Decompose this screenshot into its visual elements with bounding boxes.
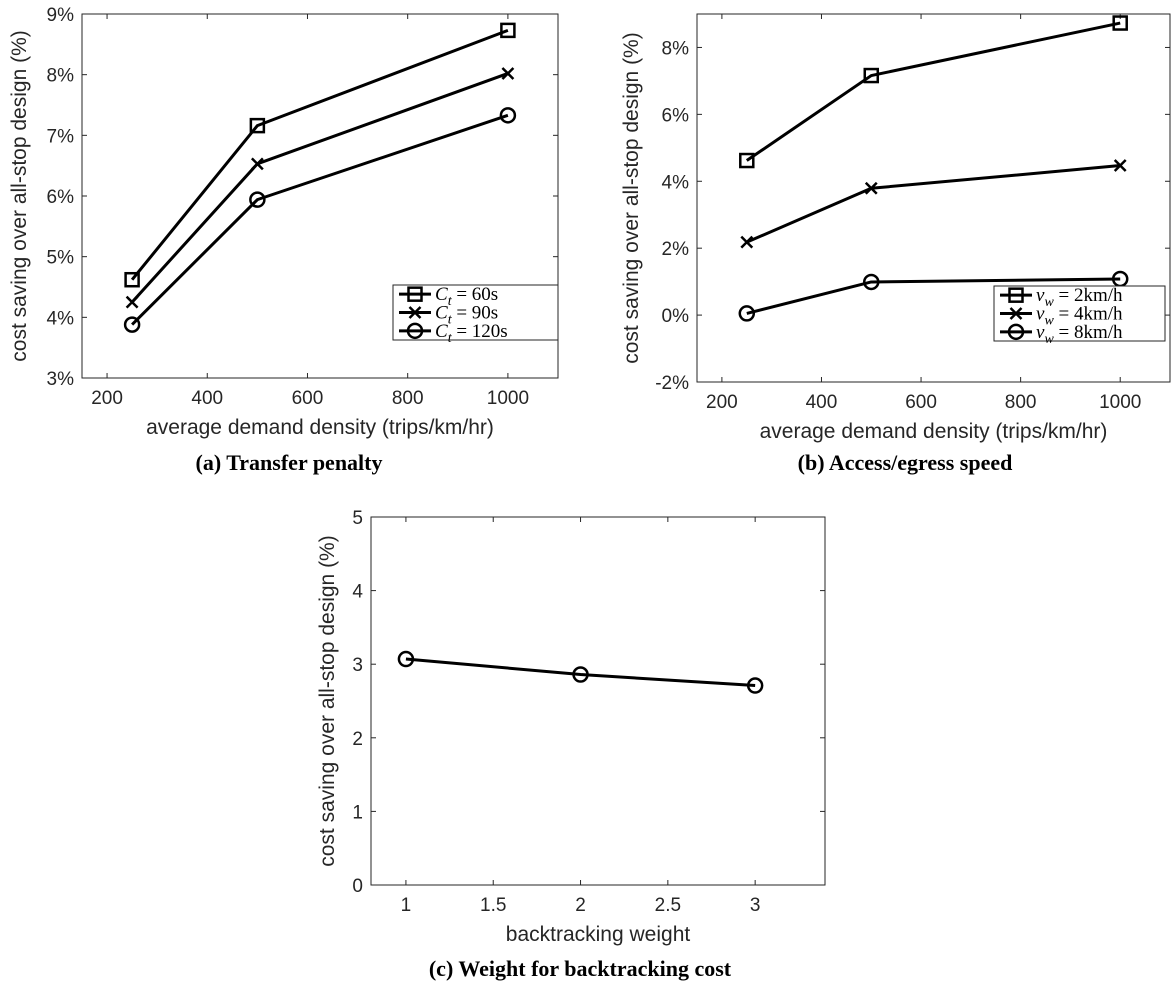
- chart-panel-3: 1 1.5 2 2.5 3 0 1 2 3 4 5 backtracking weight cost s…: [316, 508, 826, 981]
- legend-marker-circle: [1007, 323, 1025, 341]
- y-tick-label: 2%: [662, 239, 690, 260]
- x-tick-label: 1000: [487, 388, 529, 409]
- legend-marker-x: [408, 306, 422, 319]
- x-tick-label: 2.5: [655, 895, 681, 916]
- data-point-x: [740, 235, 754, 249]
- y-tick-label: 3%: [47, 369, 75, 390]
- data-point-square: [500, 22, 516, 39]
- data-point-circle: [123, 316, 141, 333]
- panel-caption: (a) Transfer penalty: [196, 450, 383, 475]
- y-tick-label: 2: [352, 729, 363, 750]
- x-axis-label: backtracking weight: [506, 923, 691, 946]
- y-tick-label: 0%: [662, 306, 690, 327]
- legend-entry: vw = 8km/h: [1036, 322, 1123, 347]
- x-tick-label: 400: [806, 392, 838, 413]
- data-point-square: [124, 271, 140, 288]
- panel-caption: (b) Access/egress speed: [798, 450, 1013, 475]
- data-point-x: [250, 157, 264, 171]
- legend-entry: Ct = 60s: [435, 284, 498, 309]
- y-axis-label: cost saving over all-stop design (%): [620, 32, 643, 363]
- y-tick-label: 1: [352, 802, 363, 823]
- y-tick-label: 4: [352, 582, 363, 603]
- series-line-circle: [746, 277, 1121, 315]
- x-tick-label: 400: [191, 388, 223, 409]
- chart-panel-1: 200 400 600 800 1000 3% 4% 5% 6% 7% 8% 9% average de…: [8, 5, 559, 475]
- data-point-square: [863, 67, 880, 84]
- x-tick-label: 800: [392, 388, 424, 409]
- legend-marker-square: [1008, 287, 1024, 303]
- y-tick-label: 3: [352, 655, 363, 676]
- legend-marker-square: [407, 286, 423, 302]
- y-tick-label: 6%: [662, 105, 690, 126]
- data-point-square: [1112, 15, 1128, 31]
- legend-entry: vw = 2km/h: [1036, 285, 1123, 310]
- y-tick-label: 9%: [47, 5, 75, 26]
- x-tick-label: 1000: [1099, 392, 1141, 413]
- data-point-x: [501, 67, 515, 80]
- legend-entry: Ct = 90s: [435, 303, 498, 328]
- legend-entry: Ct = 120s: [435, 321, 508, 346]
- legend-marker-x: [1009, 307, 1023, 320]
- x-tick-label: 1: [401, 895, 412, 916]
- x-tick-label: 3: [750, 895, 761, 916]
- y-tick-label: 7%: [47, 126, 75, 147]
- panel-caption: (c) Weight for backtracking cost: [429, 956, 732, 981]
- x-tick-label: 200: [706, 392, 738, 413]
- series-line-x: [746, 164, 1121, 244]
- x-tick-label: 600: [905, 392, 937, 413]
- y-axis-label: cost saving over all-stop design (%): [8, 30, 31, 361]
- y-tick-label: 8%: [47, 66, 75, 87]
- data-point-circle: [746, 677, 764, 694]
- y-tick-label: 5: [352, 508, 363, 529]
- data-point-x: [125, 295, 139, 309]
- data-point-square: [249, 117, 266, 134]
- series-line-circle: [405, 657, 756, 688]
- data-point-square: [739, 152, 755, 169]
- plot-frame: [370, 516, 826, 886]
- x-tick-label: 1.5: [480, 895, 506, 916]
- y-tick-label: 4%: [662, 172, 690, 193]
- y-tick-label: 6%: [47, 187, 75, 208]
- data-point-x: [1113, 159, 1127, 172]
- series-line-square: [745, 21, 1121, 162]
- data-point-circle: [572, 666, 589, 683]
- y-tick-label: 4%: [47, 308, 75, 329]
- x-tick-label: 600: [292, 388, 324, 409]
- x-tick-label: 200: [91, 388, 123, 409]
- chart-panel-2: 200 400 600 800 1000 -2% 0% 2% 4% 6% 8% average dem…: [620, 13, 1171, 475]
- x-tick-label: 2: [575, 895, 586, 916]
- series-line-square: [130, 28, 509, 281]
- x-tick-label: 800: [1005, 392, 1037, 413]
- data-point-circle: [499, 107, 517, 124]
- y-tick-label: -2%: [655, 373, 689, 394]
- data-point-circle: [397, 650, 415, 668]
- legend-entry: vw = 4km/h: [1036, 304, 1123, 329]
- x-axis-label: average demand density (trips/km/hr): [760, 420, 1108, 443]
- data-point-x: [864, 181, 878, 195]
- x-axis-label: average demand density (trips/km/hr): [146, 416, 494, 439]
- plot-frame: [696, 13, 1171, 383]
- legend-marker-circle: [406, 322, 424, 340]
- series-line-circle: [131, 113, 509, 326]
- data-point-circle: [863, 273, 880, 291]
- data-point-circle: [738, 305, 756, 322]
- data-point-circle: [249, 191, 266, 208]
- y-tick-label: 0: [352, 876, 363, 897]
- y-tick-label: 8%: [662, 38, 690, 59]
- y-axis-label: cost saving over all-stop design (%): [316, 535, 339, 866]
- y-tick-label: 5%: [47, 248, 75, 269]
